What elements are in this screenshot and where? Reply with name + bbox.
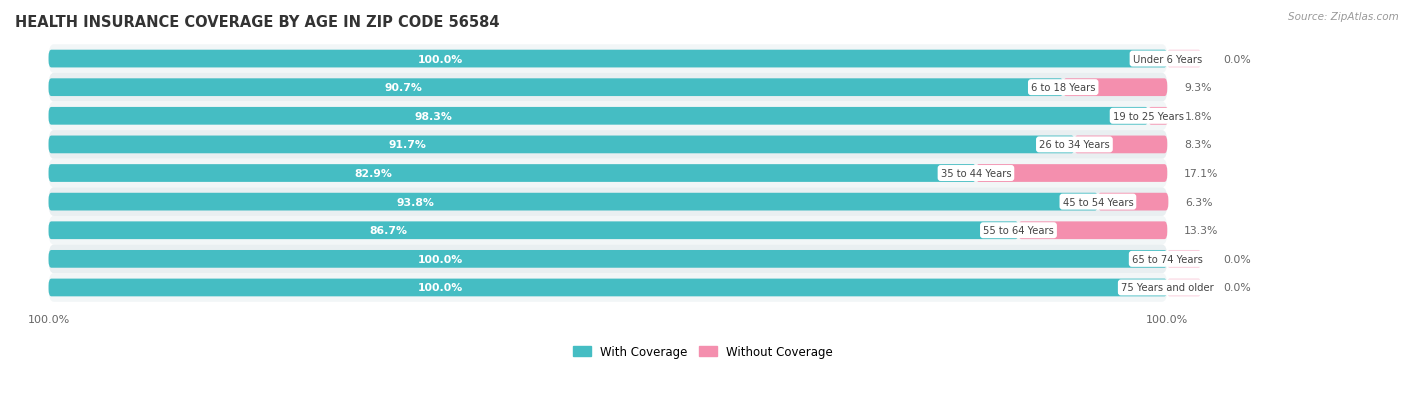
Text: 0.0%: 0.0% <box>1223 254 1251 264</box>
Text: 82.9%: 82.9% <box>354 169 392 178</box>
Text: 93.8%: 93.8% <box>396 197 434 207</box>
Text: 65 to 74 Years: 65 to 74 Years <box>1132 254 1202 264</box>
Text: 0.0%: 0.0% <box>1223 55 1251 64</box>
Text: 6 to 18 Years: 6 to 18 Years <box>1031 83 1095 93</box>
FancyBboxPatch shape <box>1074 136 1167 154</box>
FancyBboxPatch shape <box>49 165 976 183</box>
FancyBboxPatch shape <box>49 188 1167 216</box>
FancyBboxPatch shape <box>1149 108 1168 126</box>
Text: 91.7%: 91.7% <box>388 140 426 150</box>
Text: 100.0%: 100.0% <box>418 254 463 264</box>
FancyBboxPatch shape <box>49 222 1018 240</box>
Text: Under 6 Years: Under 6 Years <box>1133 55 1202 64</box>
FancyBboxPatch shape <box>49 45 1167 74</box>
Text: 86.7%: 86.7% <box>368 225 406 236</box>
Text: 19 to 25 Years: 19 to 25 Years <box>1112 112 1184 121</box>
Legend: With Coverage, Without Coverage: With Coverage, Without Coverage <box>568 341 838 363</box>
FancyBboxPatch shape <box>1167 50 1201 68</box>
FancyBboxPatch shape <box>49 159 1167 188</box>
FancyBboxPatch shape <box>49 279 1167 297</box>
Text: 45 to 54 Years: 45 to 54 Years <box>1063 197 1133 207</box>
FancyBboxPatch shape <box>49 50 1167 68</box>
Text: 17.1%: 17.1% <box>1184 169 1219 178</box>
Text: 26 to 34 Years: 26 to 34 Years <box>1039 140 1109 150</box>
Text: Source: ZipAtlas.com: Source: ZipAtlas.com <box>1288 12 1399 22</box>
FancyBboxPatch shape <box>1098 193 1168 211</box>
FancyBboxPatch shape <box>49 216 1167 245</box>
FancyBboxPatch shape <box>1167 279 1201 297</box>
FancyBboxPatch shape <box>49 273 1167 302</box>
FancyBboxPatch shape <box>49 108 1149 126</box>
FancyBboxPatch shape <box>1167 250 1201 268</box>
Text: 100.0%: 100.0% <box>418 283 463 293</box>
Text: 8.3%: 8.3% <box>1184 140 1212 150</box>
FancyBboxPatch shape <box>1018 222 1167 240</box>
FancyBboxPatch shape <box>49 245 1167 273</box>
FancyBboxPatch shape <box>49 102 1167 131</box>
FancyBboxPatch shape <box>49 136 1074 154</box>
FancyBboxPatch shape <box>976 165 1167 183</box>
Text: 98.3%: 98.3% <box>415 112 453 121</box>
Text: 75 Years and older: 75 Years and older <box>1121 283 1213 293</box>
Text: 55 to 64 Years: 55 to 64 Years <box>983 225 1054 236</box>
Text: 1.8%: 1.8% <box>1185 112 1212 121</box>
Text: 0.0%: 0.0% <box>1223 283 1251 293</box>
Text: 13.3%: 13.3% <box>1184 225 1219 236</box>
FancyBboxPatch shape <box>49 74 1167 102</box>
Text: HEALTH INSURANCE COVERAGE BY AGE IN ZIP CODE 56584: HEALTH INSURANCE COVERAGE BY AGE IN ZIP … <box>15 15 499 30</box>
Text: 9.3%: 9.3% <box>1184 83 1212 93</box>
FancyBboxPatch shape <box>49 131 1167 159</box>
Text: 35 to 44 Years: 35 to 44 Years <box>941 169 1011 178</box>
FancyBboxPatch shape <box>49 193 1098 211</box>
Text: 6.3%: 6.3% <box>1185 197 1212 207</box>
Text: 90.7%: 90.7% <box>385 83 423 93</box>
FancyBboxPatch shape <box>49 250 1167 268</box>
FancyBboxPatch shape <box>1063 79 1167 97</box>
Text: 100.0%: 100.0% <box>418 55 463 64</box>
FancyBboxPatch shape <box>49 79 1063 97</box>
